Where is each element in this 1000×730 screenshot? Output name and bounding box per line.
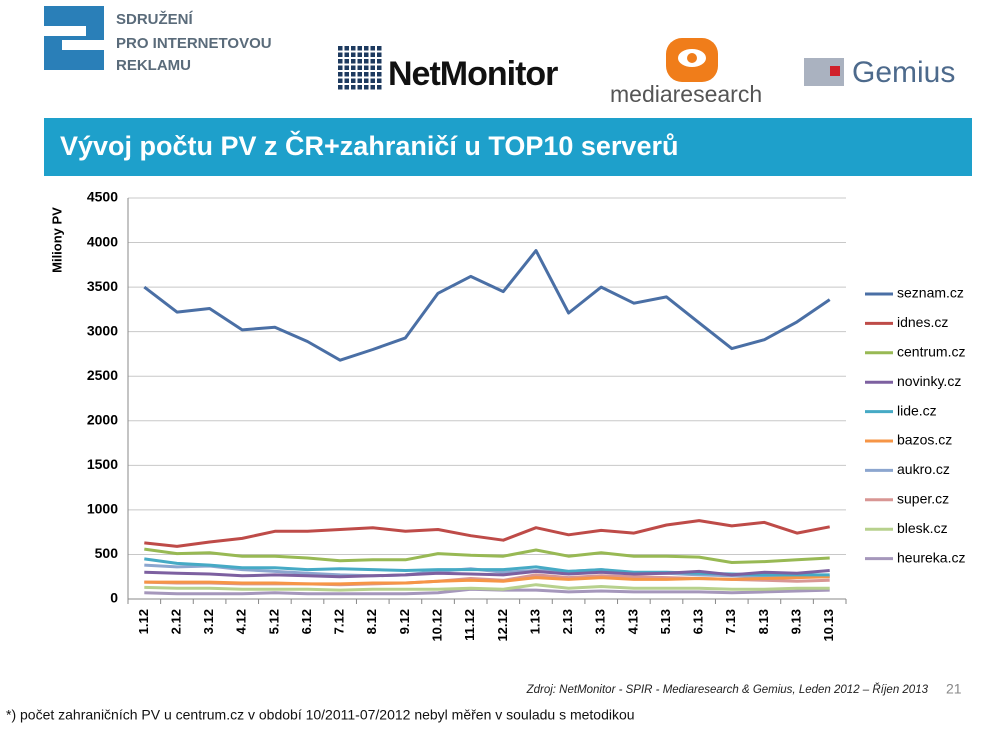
y-tick-label: 1000 xyxy=(87,501,118,517)
legend-label: novinky.cz xyxy=(897,373,961,389)
y-tick-label: 500 xyxy=(95,545,119,561)
x-tick-label: 11.12 xyxy=(462,609,477,641)
x-tick-label: 9.13 xyxy=(788,609,803,634)
x-tick-label: 4.12 xyxy=(234,609,249,634)
logo-text: REKLAMU xyxy=(116,57,191,74)
page-number: 21 xyxy=(946,681,962,697)
chart: 0 500 1000 1500 2000 2500 3000 3500 4000 4500 Mili… xyxy=(49,189,965,642)
x-tick-label: 10.12 xyxy=(429,609,444,642)
x-tick-label: 10.13 xyxy=(821,609,836,642)
x-tick-label: 12.12 xyxy=(495,609,510,642)
x-tick-label: 6.12 xyxy=(299,609,314,634)
legend-label: blesk.cz xyxy=(897,520,948,536)
logo-spir: SDRUŽENÍ PRO INTERNETOVOU REKLAMU xyxy=(44,6,272,74)
y-tick-label: 4500 xyxy=(87,189,118,205)
legend-label: lide.cz xyxy=(897,402,937,418)
x-tick-label: 8.12 xyxy=(364,609,379,634)
logo-netmonitor: NetMonitor xyxy=(338,46,559,93)
logo-mediaresearch: mediaresearch xyxy=(610,38,762,107)
series-line xyxy=(144,583,830,592)
legend-label: seznam.cz xyxy=(897,285,964,301)
x-tick-label: 1.12 xyxy=(136,609,151,634)
x-tick-label: 2.13 xyxy=(560,609,575,634)
x-tick-label: 6.13 xyxy=(691,609,706,634)
x-tick-label: 2.12 xyxy=(168,609,183,634)
legend-label: centrum.cz xyxy=(897,344,965,360)
y-tick-label: 0 xyxy=(110,590,118,606)
x-tick-label: 8.13 xyxy=(756,609,771,634)
legend-label: idnes.cz xyxy=(897,314,948,330)
y-tick-label: 1500 xyxy=(87,456,118,472)
x-tick-label: 5.12 xyxy=(266,609,281,634)
title-banner xyxy=(44,118,972,176)
series-line xyxy=(144,547,830,564)
legend-label: aukro.cz xyxy=(897,461,950,477)
footnote: *) počet zahraničních PV u centrum.cz v … xyxy=(6,707,635,723)
x-tick-label: 3.13 xyxy=(593,609,608,634)
slide-title: Vývoj počtu PV z ČR+zahraničí u TOP10 se… xyxy=(60,130,678,161)
series-line xyxy=(144,575,830,586)
y-tick-label: 4000 xyxy=(87,233,118,249)
y-axis-label: Miliony PV xyxy=(49,207,64,273)
x-tick-label: 3.12 xyxy=(201,609,216,634)
y-tick-label: 2000 xyxy=(87,411,118,427)
logo-text: mediaresearch xyxy=(610,81,762,107)
x-tick-label: 5.13 xyxy=(658,609,673,634)
logo-text: Gemius xyxy=(852,56,955,89)
x-tick-label: 7.12 xyxy=(332,609,347,634)
series-line xyxy=(144,519,830,548)
y-tick-label: 3500 xyxy=(87,278,118,294)
y-tick-label: 3000 xyxy=(87,322,118,338)
series-line xyxy=(144,569,830,579)
legend-label: bazos.cz xyxy=(897,432,952,448)
y-tick-label: 2500 xyxy=(87,367,118,383)
x-tick-label: 4.13 xyxy=(625,609,640,634)
logo-text: NetMonitor xyxy=(388,55,558,93)
x-tick-label: 9.12 xyxy=(397,609,412,634)
legend-label: super.cz xyxy=(897,491,949,507)
series-line xyxy=(143,249,831,362)
x-tick-label: 1.13 xyxy=(527,609,542,634)
legend-label: heureka.cz xyxy=(897,549,965,565)
logo-gemius: Gemius xyxy=(804,56,955,89)
x-tick-label: 7.13 xyxy=(723,609,738,634)
logo-text: SDRUŽENÍ xyxy=(116,10,194,28)
source: Zdroj: NetMonitor - SPIR - Mediaresearch… xyxy=(526,683,929,696)
logo-text: PRO INTERNETOVOU xyxy=(116,35,272,52)
